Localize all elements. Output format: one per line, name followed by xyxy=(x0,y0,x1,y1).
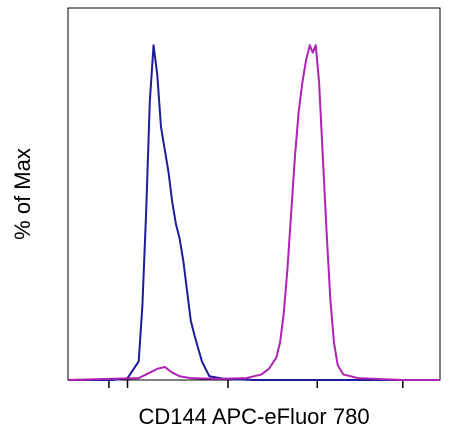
y-axis-label: % of Max xyxy=(10,148,35,240)
histogram-line xyxy=(67,44,440,381)
x-axis-label: CD144 APC-eFluor 780 xyxy=(138,404,369,429)
plot-frame xyxy=(67,7,441,381)
histogram-line xyxy=(68,44,440,381)
